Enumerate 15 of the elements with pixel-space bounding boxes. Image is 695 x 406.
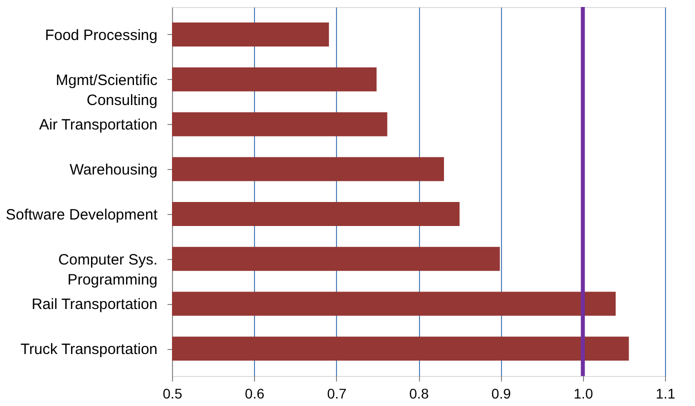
- y-tick-label: Software Development: [6, 206, 158, 224]
- x-tick-label: 0.8: [409, 386, 429, 402]
- y-tick-label: Truck Transportation: [20, 341, 158, 358]
- y-tick-label: Rail Transportation: [32, 296, 158, 314]
- x-tick-label: 0.5: [162, 386, 182, 402]
- y-tick-label: Computer Sys. Programming: [58, 251, 158, 288]
- x-tick-label: 0.6: [244, 386, 265, 402]
- y-tick-label: Air Transportation: [39, 116, 158, 134]
- y-tick-label: Warehousing: [70, 162, 158, 179]
- x-tick-label: 1.0: [574, 386, 594, 402]
- x-tick-label: 1.1: [656, 386, 676, 402]
- y-tick-label: Food Processing: [44, 26, 158, 44]
- y-tick-label: Mgmt/Scientific Consulting: [56, 72, 158, 109]
- x-tick-label: 0.9: [491, 386, 512, 402]
- x-tick-label: 0.7: [327, 386, 347, 402]
